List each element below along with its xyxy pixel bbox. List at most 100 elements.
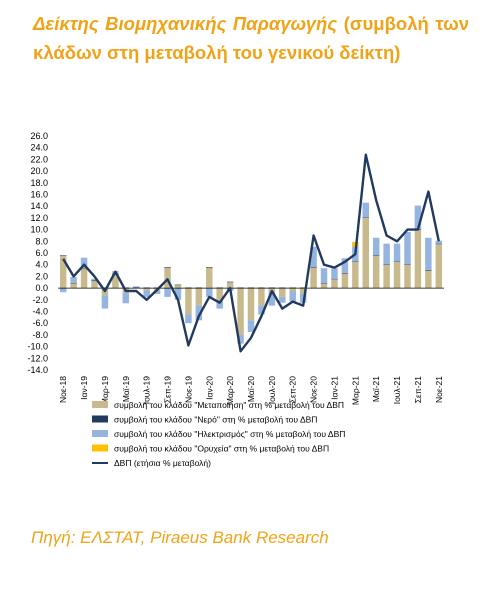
legend-swatch	[92, 444, 108, 452]
bar-segment	[174, 284, 182, 286]
y-axis: 26.0 24.022.0 20.0 18.0 16.014.0 12.0 10.08.0 6…	[27, 131, 48, 375]
bar-segment	[341, 272, 349, 274]
x-tick-label: Μαϊ-20	[246, 376, 256, 402]
bar-segment	[174, 288, 182, 300]
bar-segment	[258, 305, 265, 315]
y-tick-label: 20.0	[30, 166, 48, 176]
legend-swatch	[92, 415, 108, 423]
bar-segment	[153, 291, 161, 294]
heading-title: Δείκτης Βιομηχανικής Παραγωγής	[33, 13, 338, 34]
y-tick-label: 2.0	[35, 271, 48, 281]
chart-heading: Δείκτης Βιομηχανικής Παραγωγής (συμβολή …	[33, 9, 469, 67]
y-tick-label: 12.0	[30, 213, 48, 223]
bar-segment	[435, 240, 443, 244]
bar-segment	[310, 267, 317, 289]
bar-segment	[320, 282, 328, 284]
bar-segment	[206, 267, 213, 268]
bar-segment	[279, 296, 286, 303]
y-tick-label: -2.0	[32, 295, 48, 305]
x-tick-label: Νοε-18	[58, 376, 68, 403]
y-tick-label: 10.0	[30, 225, 48, 235]
x-tick-label: Μαϊ-21	[371, 376, 381, 402]
bar-segment	[143, 289, 150, 297]
bar-segment	[59, 255, 67, 256]
y-tick-label: 6.0	[35, 248, 48, 258]
bar-segment	[101, 295, 109, 309]
legend-label: ΔΒΠ (ετήσια % μεταβολή)	[114, 458, 211, 468]
bar-segment	[247, 288, 255, 321]
bar-segment	[91, 281, 98, 289]
bar-segment	[352, 261, 359, 262]
industrial-production-chart: 26.0 24.022.0 20.0 18.0 16.014.0 12.0 10.08.0 6…	[27, 131, 444, 468]
y-tick-label: -6.0	[32, 318, 48, 328]
x-tick-label: Μαρ-19	[100, 376, 110, 405]
bar-segment	[425, 237, 432, 270]
bar-segment	[70, 276, 77, 283]
bar-segment	[133, 286, 140, 288]
y-tick-label: 0.0	[35, 283, 48, 293]
bar-segment	[216, 299, 223, 309]
bar-segment	[164, 288, 171, 297]
x-tick-label: Ιουλ-20	[267, 376, 277, 405]
y-tick-label: 16.0	[30, 190, 48, 200]
source-note: Πηγή: ΕΛΣΤΑΤ, Piraeus Bank Research	[31, 528, 329, 547]
bar-segment	[362, 217, 369, 289]
bar-segment	[206, 288, 213, 297]
bar-segment	[393, 261, 401, 262]
chart-legend: συμβολή του κλάδου "Μεταποίηση" στη % με…	[92, 400, 345, 468]
bar-segment	[164, 267, 171, 268]
total-line	[62, 153, 440, 353]
x-tick-label: Ιουλ-21	[392, 376, 402, 405]
bar-segment	[310, 246, 317, 268]
bar-segment	[70, 283, 77, 289]
legend-label: συμβολή του κλάδου "Νερό" στη % μεταβολή…	[114, 415, 317, 425]
bar-segment	[80, 268, 88, 269]
bar-segment	[174, 285, 182, 289]
heading-subtitle: (συμβολή των κλάδων στη μεταβολή του γεν…	[33, 13, 469, 63]
bar-segment	[258, 288, 265, 306]
y-tick-label: -12.0	[27, 353, 48, 363]
bar-segment	[372, 237, 380, 256]
bar-segment	[195, 305, 203, 321]
bar-segment	[112, 274, 119, 275]
bar-segment	[164, 267, 171, 289]
x-tick-label: Σεπ-20	[288, 376, 298, 403]
y-tick-label: -14.0	[27, 365, 48, 375]
y-tick-label: 8.0	[35, 236, 48, 246]
x-tick-label: Σεπ-19	[163, 376, 173, 403]
x-tick-label: Ιουλ-19	[142, 376, 152, 405]
bar-segment	[195, 288, 203, 306]
bar-segment	[185, 288, 192, 315]
y-tick-label: 22.0	[30, 154, 48, 164]
bar-segment	[70, 282, 77, 284]
bar-segment	[393, 261, 401, 289]
x-tick-label: Ιαν-21	[329, 376, 339, 400]
x-tick-label: Ιαν-20	[204, 376, 214, 400]
bar-segment	[216, 288, 223, 300]
bar-segment	[268, 291, 276, 306]
x-tick-label: Μαρ-20	[225, 376, 235, 405]
bar-segment	[320, 283, 328, 289]
bar-series	[59, 202, 443, 344]
y-tick-label: 14.0	[30, 201, 48, 211]
bar-segment	[425, 270, 432, 289]
x-tick-label: Σεπ-21	[413, 376, 423, 403]
bar-segment	[331, 279, 338, 289]
bar-segment	[383, 264, 390, 289]
bar-segment	[414, 205, 422, 230]
bar-segment	[237, 288, 244, 335]
bar-segment	[226, 281, 234, 283]
x-tick-label: Μαϊ-19	[121, 376, 131, 402]
bar-segment	[289, 291, 296, 302]
bar-segment	[310, 267, 317, 268]
bar-segment	[425, 269, 432, 271]
bar-segment	[80, 257, 88, 269]
bar-segment	[320, 268, 328, 283]
y-tick-label: -8.0	[32, 330, 48, 340]
legend-label: συμβολή του κλάδου "Μεταποίηση" στη % με…	[114, 400, 344, 410]
bar-segment	[59, 288, 67, 293]
legend-label: συμβολή του κλάδου "Ορυχεία" στη % μεταβ…	[114, 444, 329, 454]
bar-segment	[247, 320, 255, 332]
bar-segment	[237, 334, 244, 344]
y-tick-label: 4.0	[35, 260, 48, 270]
